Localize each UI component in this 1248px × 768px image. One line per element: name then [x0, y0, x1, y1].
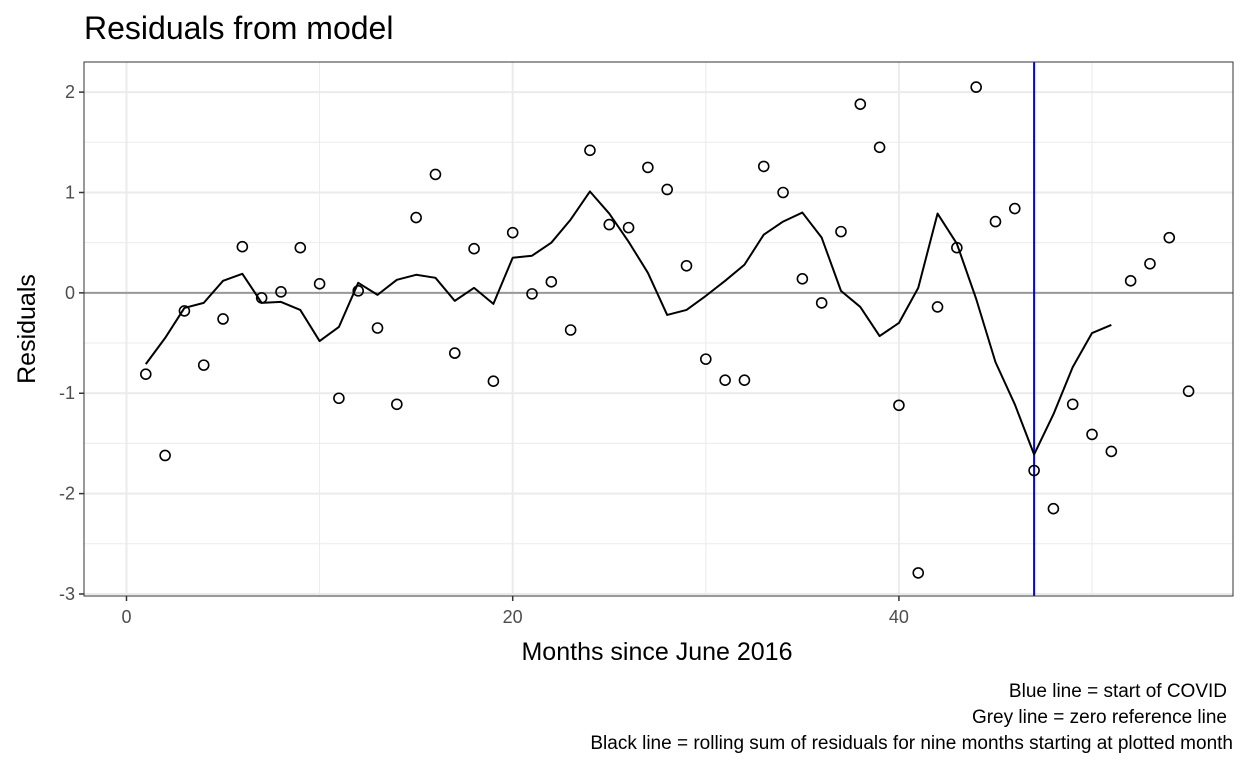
residual-point: [448, 347, 461, 359]
grid-layer: [84, 62, 1233, 596]
residual-point: [584, 144, 596, 157]
rolling-sum-line: [144, 190, 1112, 456]
residual-point: [912, 567, 925, 579]
y-tick-label: 2: [65, 82, 75, 102]
caption-line-3: Black line = rolling sum of residuals fo…: [590, 733, 1233, 754]
residual-point: [236, 240, 249, 253]
residual-point: [951, 241, 963, 254]
residual-point: [1105, 445, 1118, 458]
y-tick-label: -3: [59, 584, 75, 604]
residual-point: [622, 221, 635, 234]
residual-point: [603, 218, 616, 231]
residual-point: [255, 292, 268, 304]
residual-point: [1144, 257, 1156, 270]
residual-point: [564, 324, 577, 336]
residual-point: [197, 359, 210, 371]
residual-point: [1086, 428, 1098, 441]
residual-point: [294, 241, 307, 254]
residual-point: [680, 259, 693, 272]
residual-point: [661, 183, 673, 196]
residual-point: [796, 273, 809, 285]
y-tick-label: -1: [59, 383, 75, 403]
residual-point: [642, 161, 654, 174]
caption: Blue line = start of COVID Grey line = z…: [590, 681, 1233, 754]
residual-point: [815, 297, 828, 309]
residual-point: [719, 374, 731, 386]
residual-point: [854, 98, 867, 110]
caption-line-2: Grey line = zero reference line: [972, 707, 1227, 728]
residual-point: [159, 449, 171, 462]
residual-point: [391, 398, 403, 411]
residual-point: [893, 399, 905, 412]
residual-point: [835, 225, 847, 238]
y-axis-title: Residuals: [13, 274, 41, 384]
y-tick-label: 0: [65, 283, 75, 303]
residual-point: [757, 160, 770, 173]
residual-point: [139, 368, 152, 380]
residual-point: [1182, 385, 1195, 398]
residual-points: [139, 81, 1195, 579]
residual-point: [506, 226, 519, 239]
residual-point: [429, 168, 442, 181]
x-tick-label: 40: [889, 607, 909, 627]
residual-point: [873, 141, 886, 154]
residual-point: [217, 313, 229, 325]
residual-point: [1163, 231, 1176, 244]
residual-point: [545, 276, 558, 288]
residual-point: [931, 301, 944, 313]
residual-point: [468, 242, 480, 255]
residual-point: [371, 322, 384, 334]
axis-ticks: 0 20 40 -3 -2 -1 0 1 2: [59, 82, 909, 627]
caption-line-1: Blue line = start of COVID: [1009, 681, 1227, 702]
residual-point: [1028, 464, 1040, 477]
residual-point: [738, 374, 751, 386]
residual-point: [178, 305, 191, 317]
residual-point: [275, 286, 287, 298]
residual-point: [777, 186, 789, 199]
residual-point: [352, 285, 365, 297]
y-tick-label: 1: [65, 182, 75, 202]
residual-point: [333, 392, 345, 405]
residual-point: [313, 278, 326, 290]
residual-point: [1047, 502, 1060, 515]
chart-title: Residuals from model: [84, 10, 393, 46]
rolling-sum-layer: [144, 190, 1112, 456]
residual-point: [1124, 275, 1137, 287]
y-tick-label: -2: [59, 484, 75, 504]
x-tick-label: 0: [121, 607, 131, 627]
residual-point: [1008, 202, 1021, 215]
residual-point: [970, 81, 982, 93]
x-tick-label: 20: [503, 607, 523, 627]
residual-point: [700, 353, 712, 365]
residual-point: [989, 215, 1002, 228]
residual-point: [410, 211, 422, 224]
residual-point: [1066, 398, 1079, 411]
residual-point: [487, 375, 500, 387]
residual-point: [526, 288, 538, 300]
x-axis-title: Months since June 2016: [521, 638, 792, 666]
plot-panel-border: [83, 61, 1234, 597]
